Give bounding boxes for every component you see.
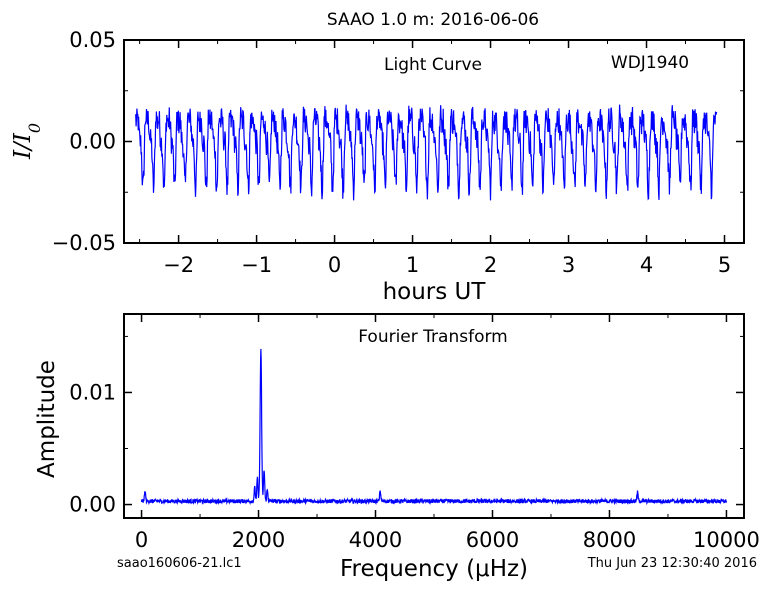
fourier-x-axis-label: Frequency (μHz) xyxy=(340,556,528,582)
light-curve-x-axis-label: hours UT xyxy=(383,279,487,305)
lc-x-tick-label: 2 xyxy=(484,253,497,277)
lc-y-tick-label: 0.00 xyxy=(69,130,116,154)
ft-x-tick-label: 6000 xyxy=(466,528,519,552)
lc-x-tick-label: 0 xyxy=(328,253,341,277)
footer-filename: saao160606-21.lc1 xyxy=(117,556,242,571)
fourier-y-ticks: 0.00 0.01 xyxy=(69,335,744,517)
lc-x-tick-label: 3 xyxy=(562,253,575,277)
fourier-panel: 0 2000 4000 6000 8000 10000 0.00 0.01 Fourier … xyxy=(34,313,760,582)
ft-y-tick-label: 0.01 xyxy=(69,380,116,404)
ft-x-tick-label: 0 xyxy=(135,528,148,552)
lc-x-tick-label: −2 xyxy=(163,253,194,277)
fourier-annotation: Fourier Transform xyxy=(358,327,507,347)
ft-y-tick-label: 0.00 xyxy=(69,493,116,517)
lc-x-tick-label: −1 xyxy=(241,253,272,277)
lc-x-tick-label: 5 xyxy=(718,253,731,277)
ft-x-tick-label: 10000 xyxy=(693,528,760,552)
fourier-x-ticks: 0 2000 4000 6000 8000 10000 xyxy=(135,314,760,552)
lc-x-tick-label: 1 xyxy=(406,253,419,277)
target-name-label: WDJ1940 xyxy=(611,53,689,73)
light-curve-x-ticks: −2 −1 0 1 2 3 4 5 xyxy=(139,40,731,277)
lc-y-tick-label: 0.05 xyxy=(69,28,116,52)
fourier-y-axis-label: Amplitude xyxy=(34,360,60,478)
ft-x-tick-label: 4000 xyxy=(349,528,402,552)
ft-x-tick-label: 2000 xyxy=(232,528,285,552)
light-curve-y-axis-label: I/I0 xyxy=(10,123,44,160)
light-curve-series xyxy=(135,104,718,201)
footer-timestamp: Thu Jun 23 12:30:40 2016 xyxy=(587,556,757,571)
lc-x-tick-label: 4 xyxy=(640,253,653,277)
lc-y-tick-label: −0.05 xyxy=(52,231,116,255)
fourier-series xyxy=(140,348,728,506)
light-curve-y-ticks: −0.05 0.00 0.05 xyxy=(52,28,744,255)
light-curve-panel: −2 −1 0 1 2 3 4 5 −0.05 0.00 0.05 Light Curve WDJ… xyxy=(10,28,745,305)
figure-title: SAAO 1.0 m: 2016-06-06 xyxy=(327,10,539,30)
light-curve-annotation: Light Curve xyxy=(384,55,482,75)
ft-x-tick-label: 8000 xyxy=(583,528,636,552)
